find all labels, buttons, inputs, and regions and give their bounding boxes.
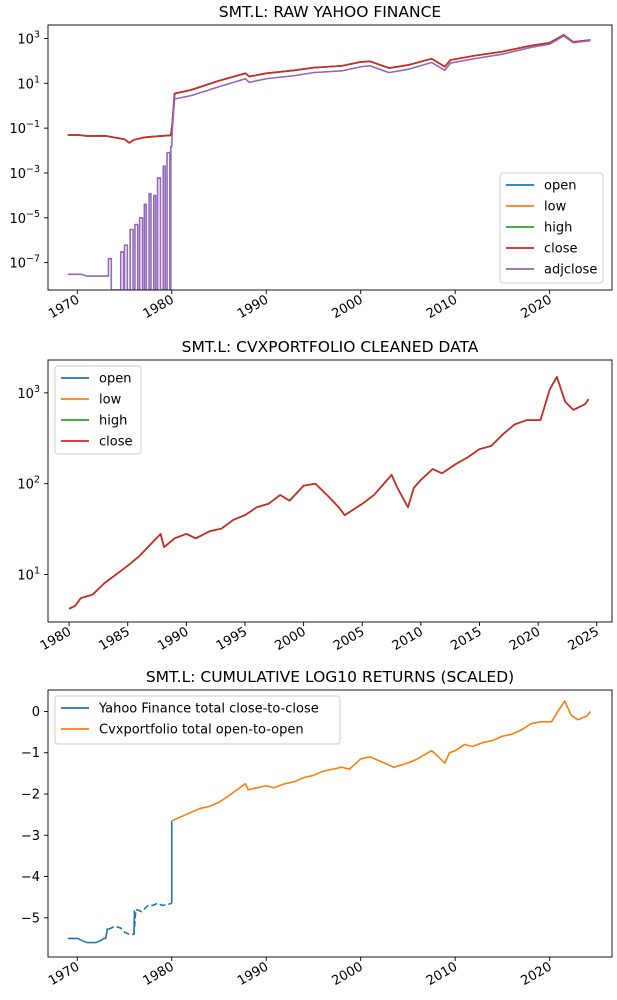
legend-label: high	[99, 414, 127, 429]
axes-frame	[47, 24, 613, 291]
y-tick-label: 0	[32, 705, 40, 720]
y-tick-exponent: 3	[34, 29, 40, 40]
y-tick-label: 102	[17, 475, 40, 493]
y-tick-label: 10−3	[9, 164, 40, 182]
legend: Yahoo Finance total close-to-close Cvxpor…	[54, 695, 341, 745]
axes-frame	[47, 359, 613, 623]
x-tick-label: 1990	[235, 292, 271, 322]
y-tick-label: 10−5	[9, 209, 40, 227]
legend-label: close	[544, 242, 577, 257]
series-line-open	[68, 376, 590, 610]
legend-label: open	[99, 372, 131, 387]
series-line-yahoo-finance-total-close-to-close	[67, 927, 109, 944]
axes-frame	[47, 689, 613, 958]
y-tick-mantissa: 10	[9, 167, 26, 182]
legend-label: Yahoo Finance total close-to-close	[98, 702, 319, 717]
y-tick-label: −1	[21, 746, 40, 761]
x-tick-label: 2020	[518, 292, 554, 322]
y-tick-label: −5	[21, 911, 40, 926]
legend: open low high close	[54, 365, 142, 455]
y-tick-mantissa: 10	[17, 387, 34, 402]
x-tick-label: 1980	[141, 959, 177, 989]
y-tick-mantissa: 10	[9, 257, 26, 272]
legend-label: low	[544, 200, 567, 215]
series-line-low	[68, 376, 590, 610]
legend-label: low	[99, 393, 122, 408]
plot-area	[67, 34, 591, 290]
legend-box	[54, 695, 341, 745]
y-tick-exponent: −7	[26, 254, 40, 265]
legend-label: Cvxportfolio total open-to-open	[99, 723, 304, 738]
x-tick-label: 2000	[272, 624, 308, 654]
x-tick-label: 2000	[330, 959, 366, 989]
legend: open low high close adjclose	[499, 172, 604, 284]
x-tick-label: 1980	[141, 292, 177, 322]
x-tick-label: 2020	[507, 624, 543, 654]
legend-label: high	[544, 221, 572, 236]
x-tick-label: 2025	[566, 624, 602, 654]
x-tick-label: 2010	[424, 959, 460, 989]
y-tick-label: 10−1	[9, 119, 40, 137]
y-tick-mantissa: 10	[17, 478, 34, 493]
chart-title: SMT.L: RAW YAHOO FINANCE	[219, 3, 441, 21]
series-line-cvxportfolio-total-open-to-open	[171, 700, 591, 822]
y-tick-exponent: −1	[26, 119, 40, 130]
x-tick-label: 2020	[518, 959, 554, 989]
y-tick-label: 10−7	[9, 254, 40, 272]
y-tick-exponent: 1	[34, 74, 40, 85]
y-tick-mantissa: 10	[9, 122, 26, 137]
y-tick-label: 101	[17, 74, 40, 92]
chart-2: SMT.L: CVXPORTFOLIO CLEANED DATA10310210…	[17, 338, 613, 654]
y-tick-label: 103	[17, 384, 40, 402]
y-tick-mantissa: 10	[17, 32, 34, 47]
chart-title: SMT.L: CVXPORTFOLIO CLEANED DATA	[182, 338, 479, 356]
x-tick-label: 1990	[235, 959, 271, 989]
legend-box	[499, 172, 604, 284]
y-tick-label: −2	[21, 787, 40, 802]
series-line-segment-1	[108, 902, 172, 936]
y-tick-exponent: −3	[26, 164, 40, 175]
x-tick-label: 2010	[424, 292, 460, 322]
y-tick-label: 101	[17, 566, 40, 584]
legend-label: close	[99, 435, 132, 450]
x-tick-label: 1980	[38, 624, 74, 654]
chart-1: SMT.L: RAW YAHOO FINANCE10310110−110−310…	[9, 3, 613, 322]
series-line-close	[68, 376, 590, 610]
y-tick-label: −4	[21, 870, 40, 885]
x-tick-label: 1990	[155, 624, 191, 654]
legend-label: adjclose	[544, 263, 597, 278]
plot-area	[68, 376, 590, 610]
y-tick-label: 103	[17, 29, 40, 47]
x-tick-label: 2015	[448, 624, 484, 654]
series-line-close	[67, 34, 591, 144]
series-line-adjclose	[67, 35, 591, 290]
x-tick-label: 1970	[46, 959, 82, 989]
y-tick-exponent: −5	[26, 209, 40, 220]
x-tick-label: 1995	[214, 624, 250, 654]
y-tick-label: −3	[21, 829, 40, 844]
y-tick-mantissa: 10	[17, 77, 34, 92]
x-tick-label: 2000	[330, 292, 366, 322]
series-line-high	[68, 376, 590, 610]
x-tick-label: 2010	[390, 624, 426, 654]
y-tick-exponent: 2	[34, 475, 40, 486]
y-tick-exponent: 1	[34, 566, 40, 577]
chart-3: SMT.L: CUMULATIVE LOG10 RETURNS (SCALED)…	[21, 668, 613, 989]
x-tick-label: 1985	[97, 624, 133, 654]
x-tick-label: 1970	[46, 292, 82, 322]
legend-box	[54, 365, 142, 455]
x-tick-label: 2005	[331, 624, 367, 654]
chart-title: SMT.L: CUMULATIVE LOG10 RETURNS (SCALED)	[146, 668, 514, 686]
plot-area	[67, 700, 591, 944]
y-tick-mantissa: 10	[17, 569, 34, 584]
legend-label: open	[544, 179, 576, 194]
y-tick-mantissa: 10	[9, 212, 26, 227]
y-tick-exponent: 3	[34, 384, 40, 395]
